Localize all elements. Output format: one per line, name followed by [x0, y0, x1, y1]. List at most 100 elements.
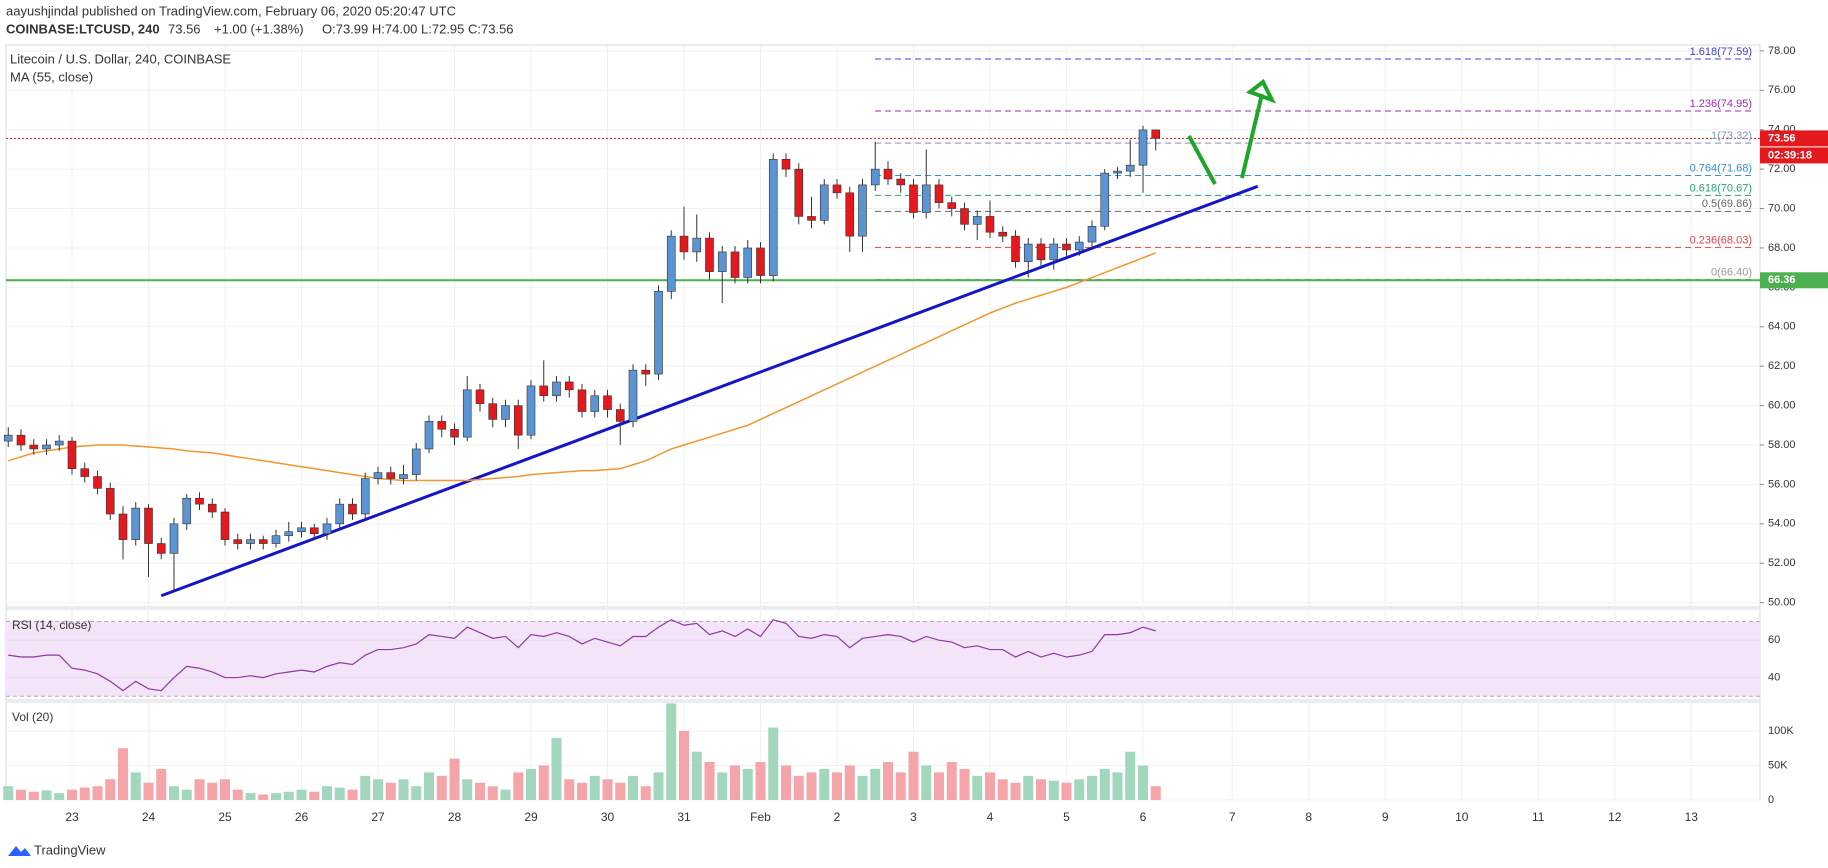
volume-bar — [54, 793, 65, 800]
footer-brand: TradingView — [34, 842, 106, 857]
candle-body — [297, 527, 306, 533]
candle-body — [768, 158, 778, 276]
volume-bar — [194, 779, 205, 800]
x-tick-label: 8 — [1305, 810, 1312, 824]
candle-body — [1011, 235, 1020, 263]
candle-body — [246, 539, 255, 544]
volume-bar — [258, 794, 269, 800]
volume-bar — [130, 772, 141, 800]
candle-body — [526, 385, 536, 436]
volume-bar — [143, 782, 154, 800]
volume-bar — [411, 786, 422, 800]
candle-body — [156, 543, 166, 554]
candle-body — [909, 184, 918, 213]
volume-bar — [755, 762, 766, 800]
y-tick-label: 58.00 — [1768, 439, 1796, 451]
volume-bar — [730, 765, 740, 800]
volume-bar — [118, 748, 128, 800]
change: +1.00 (+1.38%) — [214, 21, 304, 36]
ma-legend: MA (55, close) — [10, 69, 93, 84]
candle-body — [998, 231, 1008, 237]
volume-bar — [373, 779, 383, 800]
candle-body — [845, 192, 855, 237]
candle-body — [42, 444, 51, 450]
candle-body — [921, 184, 931, 213]
volume-bar — [972, 775, 983, 800]
candle-body — [424, 421, 434, 450]
volume-bar — [245, 793, 256, 800]
candle-body — [1049, 243, 1059, 261]
chart-title: Litecoin / U.S. Dollar, 240, COINBASE — [10, 51, 231, 66]
volume-bar — [283, 791, 294, 800]
candle-body — [985, 216, 995, 233]
volume-bar — [615, 782, 626, 800]
candle-body — [335, 503, 345, 525]
volume-bar — [1036, 779, 1046, 800]
volume-bar — [895, 772, 906, 800]
candle-body — [654, 291, 663, 375]
volume-bar — [997, 779, 1008, 800]
volume-bar — [156, 768, 167, 800]
volume-bar — [934, 772, 944, 800]
x-tick-label: 12 — [1608, 810, 1622, 824]
candle-body — [947, 202, 957, 209]
volume-bar — [666, 703, 677, 800]
volume-bar — [398, 779, 409, 800]
candle-body — [450, 428, 459, 438]
rsi-tick-label: 40 — [1768, 671, 1780, 683]
arrow-head — [1245, 78, 1277, 104]
candle-body — [1138, 129, 1148, 166]
rsi-line — [8, 618, 1156, 692]
x-tick-label: 29 — [524, 810, 538, 824]
moving-average — [8, 252, 1157, 482]
x-tick-label: 24 — [142, 810, 156, 824]
fib-label: 1.236(74.95) — [1690, 98, 1752, 110]
volume-bar — [1048, 780, 1059, 800]
candle-body — [195, 497, 204, 505]
x-tick-label: 30 — [601, 810, 615, 824]
x-tick-label: 31 — [677, 810, 691, 824]
candle-body — [360, 478, 370, 515]
volume-bar — [1061, 782, 1072, 800]
rsi-legend: RSI (14, close) — [12, 618, 91, 632]
x-tick-label: 2 — [834, 810, 841, 824]
candle-body — [807, 216, 816, 221]
candle-body — [29, 444, 39, 450]
ohlc-readout: O:73.99 H:74.00 L:72.95 C:73.56 — [322, 21, 514, 36]
rsi-band — [6, 621, 1760, 697]
candle-body — [819, 184, 829, 221]
volume-bar — [16, 789, 26, 800]
volume-bar — [334, 787, 345, 800]
candle-body — [488, 403, 498, 420]
volume-tick-label: 50K — [1768, 759, 1788, 771]
y-tick-label: 60.00 — [1768, 400, 1796, 412]
volume-bar — [679, 730, 689, 800]
volume-bar — [526, 768, 536, 800]
volume-bar — [436, 775, 447, 800]
price-label: 73.56 — [1768, 132, 1796, 144]
y-tick-label: 76.00 — [1768, 84, 1796, 96]
candle-body — [1113, 170, 1122, 174]
x-tick-label: 11 — [1532, 810, 1545, 824]
symbol: COINBASE:LTCUSD, 240 — [6, 21, 160, 36]
candle-body — [233, 539, 243, 544]
candle-body — [131, 507, 141, 540]
candle-body — [1151, 129, 1161, 139]
volume-bar — [500, 789, 511, 800]
x-tick-label: 25 — [218, 810, 232, 824]
candle-body — [373, 472, 383, 479]
candle-body — [118, 513, 128, 540]
trendline — [160, 184, 1259, 598]
candle-body — [666, 235, 676, 292]
volume-bar — [564, 779, 575, 800]
volume-bar — [360, 775, 371, 800]
volume-bar — [538, 765, 549, 800]
volume-bar — [487, 786, 498, 800]
volume-bar — [1074, 779, 1085, 800]
candle-body — [169, 523, 179, 554]
x-tick-label: Feb — [750, 810, 771, 824]
rsi-tick-label: 60 — [1768, 634, 1780, 646]
candle-body — [80, 468, 90, 477]
